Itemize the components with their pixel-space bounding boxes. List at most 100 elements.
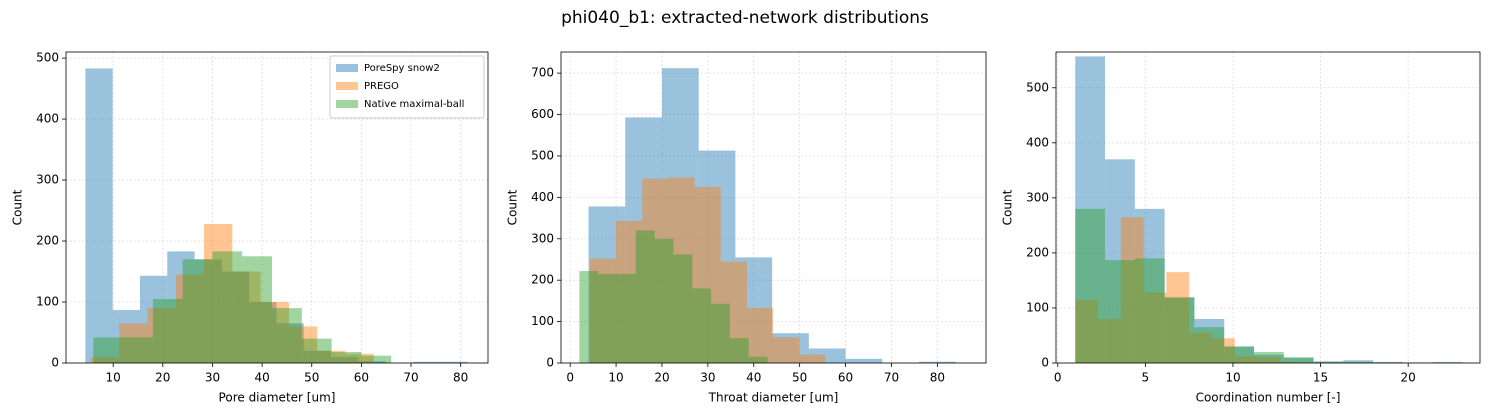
- legend: PoreSpy snow2 PREGO Native maximal-ball: [329, 55, 485, 119]
- histogram-bar: [93, 337, 124, 363]
- histogram-bar: [1234, 356, 1258, 363]
- histogram-bar: [194, 259, 222, 363]
- histogram-bar: [1075, 299, 1099, 363]
- x-tick-label: 20: [654, 371, 669, 385]
- axes-frame: [65, 51, 489, 364]
- y-tick-label: 500: [1026, 80, 1049, 94]
- y-tick-label: 300: [36, 173, 59, 187]
- histogram-bar: [1164, 298, 1195, 363]
- histogram-bar: [260, 302, 289, 363]
- histogram-bar: [232, 271, 261, 363]
- histogram-bar: [1283, 357, 1314, 363]
- histogram-bar: [808, 348, 846, 363]
- histogram-bar: [317, 350, 346, 363]
- histogram-bar: [331, 356, 359, 363]
- y-tick-label: 100: [1026, 300, 1049, 314]
- legend-swatch: [336, 100, 358, 108]
- histogram-bar: [1105, 260, 1135, 363]
- histogram-bar: [720, 261, 747, 363]
- histogram-bar: [85, 68, 113, 363]
- histogram-bar: [1143, 292, 1167, 363]
- histogram-bar: [175, 274, 205, 363]
- histogram-bar: [746, 307, 774, 363]
- histogram-bar: [1373, 361, 1403, 363]
- x-axis-label: Pore diameter [um]: [219, 391, 336, 405]
- y-axis-label: Count: [11, 189, 25, 225]
- y-tick-label: 200: [531, 273, 554, 287]
- histogram-bar: [625, 117, 662, 364]
- histogram-bar: [204, 223, 233, 363]
- histogram-bar: [361, 355, 392, 363]
- legend-label: PoreSpy snow2: [364, 63, 440, 74]
- histogram-bar: [119, 323, 148, 363]
- y-axis-label: Count: [1001, 189, 1015, 225]
- histogram-bar: [616, 220, 643, 363]
- histogram-bar: [182, 259, 213, 363]
- y-tick-label: 500: [531, 148, 554, 162]
- histogram-bar: [772, 333, 809, 363]
- histogram-bar: [729, 338, 749, 363]
- legend-label: PREGO: [364, 81, 399, 92]
- histogram-bar: [635, 230, 655, 363]
- y-tick-label: 100: [36, 295, 59, 309]
- histogram-bar: [598, 273, 617, 363]
- y-tick-label: 300: [1026, 190, 1049, 204]
- x-tick-label: 30: [700, 371, 715, 385]
- y-tick-label: 700: [531, 66, 554, 80]
- histogram-bar: [112, 309, 140, 363]
- histogram-bar: [918, 361, 956, 363]
- y-tick-label: 0: [51, 356, 59, 370]
- histogram-bar: [698, 150, 736, 363]
- x-tick-label: 5: [1142, 371, 1150, 385]
- histogram-bar: [673, 254, 693, 363]
- histogram-bar: [799, 354, 826, 363]
- histogram-bar: [1166, 272, 1190, 363]
- legend-swatch: [336, 82, 358, 90]
- histogram-bar: [1253, 351, 1284, 363]
- histogram-bar: [167, 251, 195, 363]
- x-tick-label: 10: [608, 371, 623, 385]
- y-tick-label: 400: [531, 190, 554, 204]
- x-tick-label: 10: [106, 371, 121, 385]
- y-tick-label: 600: [531, 107, 554, 121]
- histogram-bar: [773, 337, 800, 363]
- y-tick-label: 400: [1026, 135, 1049, 149]
- histogram-bar: [288, 326, 318, 363]
- histogram-bar: [1343, 361, 1374, 363]
- axes-frame: [560, 51, 987, 364]
- x-tick-label: 60: [838, 371, 853, 385]
- histogram-bar: [440, 361, 468, 363]
- y-tick-label: 200: [36, 234, 59, 248]
- histogram-bar: [589, 258, 617, 363]
- x-axis-label: Throat diameter [um]: [708, 391, 839, 405]
- histogram-bar: [1120, 217, 1144, 363]
- x-tick-label: 10: [1225, 371, 1240, 385]
- legend-frame: [329, 55, 485, 119]
- y-tick-label: 500: [36, 51, 59, 65]
- histogram-bar: [1164, 296, 1195, 363]
- histogram-bar: [1257, 357, 1281, 363]
- histogram-bar: [661, 68, 699, 364]
- histogram-bar: [1280, 361, 1304, 363]
- histogram-bar: [1224, 346, 1254, 363]
- histogram-bar: [249, 302, 277, 363]
- histogram-bar: [221, 271, 250, 363]
- histogram-bar: [1313, 361, 1344, 363]
- histogram-bar: [1194, 318, 1225, 363]
- x-tick-label: 70: [884, 371, 899, 385]
- histogram-bar: [668, 177, 695, 363]
- histogram-bar: [90, 356, 120, 363]
- histogram-bar: [1283, 357, 1314, 363]
- histogram-bar: [588, 206, 626, 363]
- y-axis-label: Count: [506, 189, 520, 225]
- histogram-bar: [1211, 338, 1235, 363]
- histogram-bar: [152, 298, 183, 363]
- histogram-bar: [711, 303, 730, 363]
- y-tick-label: 0: [1041, 356, 1049, 370]
- histogram-bar: [1224, 346, 1254, 363]
- x-tick-label: 20: [155, 371, 170, 385]
- x-tick-label: 50: [792, 371, 807, 385]
- histogram-bar: [1075, 208, 1106, 363]
